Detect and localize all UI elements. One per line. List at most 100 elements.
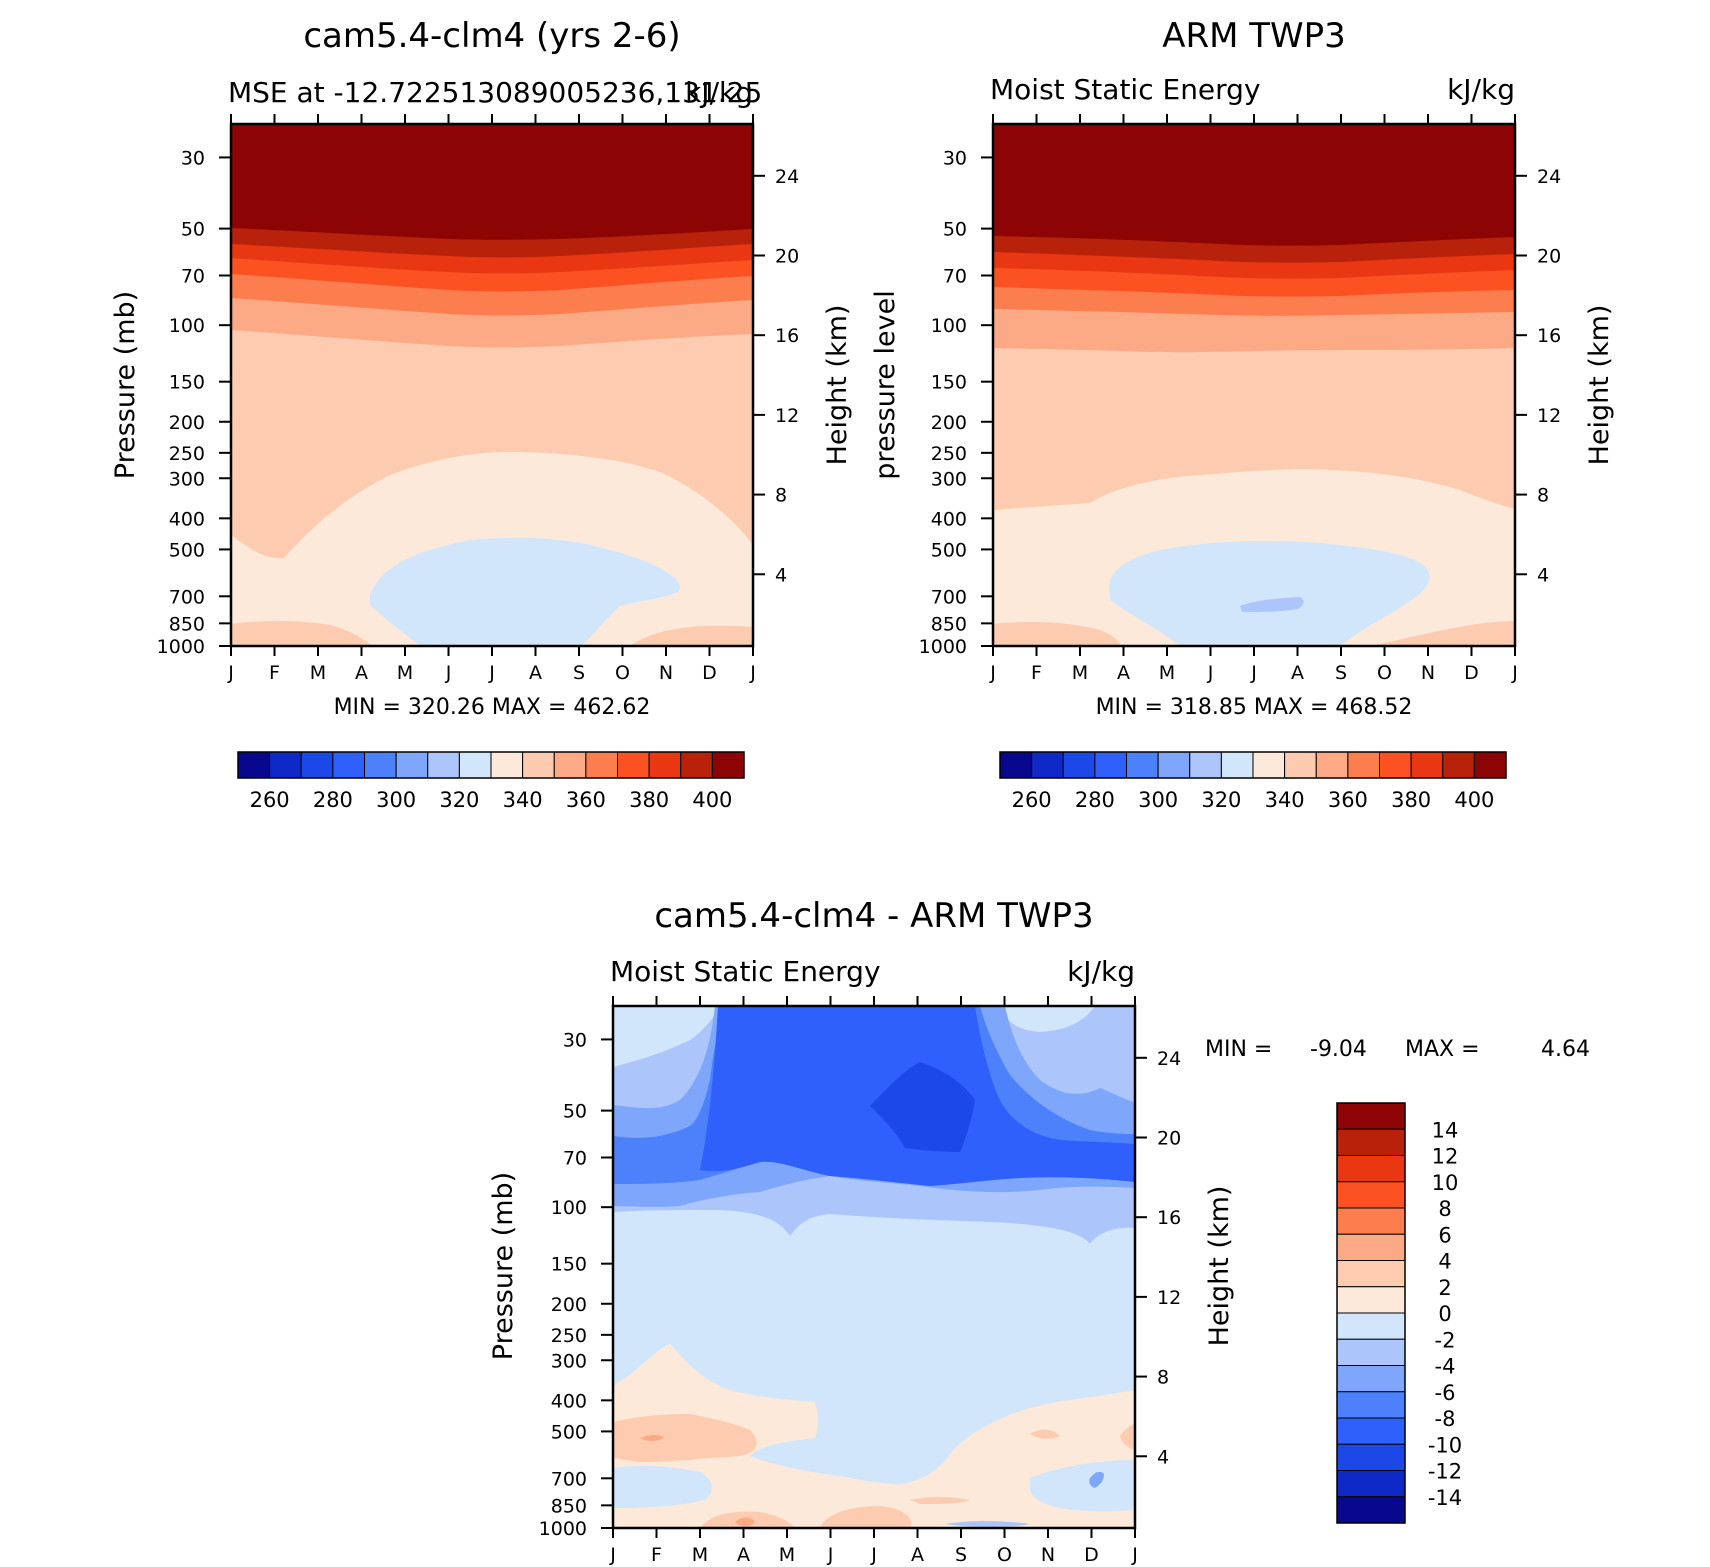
x-tick-label: M [779,1544,795,1566]
y-tick-label: 1000 [919,636,967,658]
y-tick-label: 700 [931,586,967,608]
colorbar-label: -14 [1428,1486,1462,1510]
colorbar-h: 260 280 300 320 340 360 380 400 [999,751,1507,812]
field-band [993,124,1515,246]
x-tick-label: F [651,1544,662,1566]
right-tick-label: 8 [1537,485,1549,507]
y-tick-label: 250 [551,1325,587,1347]
colorbar-label: 320 [439,788,479,812]
x-tick-label: J [1250,662,1257,684]
y-tick-label: 150 [551,1254,587,1276]
field-band [945,1521,1030,1527]
y-tick-label: 700 [169,586,205,608]
y-tick-label: 30 [563,1029,587,1051]
x-tick-label: A [355,662,368,684]
colorbar-label: -6 [1435,1381,1456,1405]
colorbar-label: 320 [1201,788,1241,812]
colorbar-box [1336,1338,1406,1366]
colorbar-box [1336,1102,1406,1130]
colorbar-frame [999,751,1507,779]
right-tick-label: 16 [775,325,799,347]
x-tick-label: F [1031,662,1042,684]
colorbar-box [1126,751,1159,779]
colorbar-label: 280 [313,788,353,812]
right-tick-label: 8 [775,485,787,507]
colorbar-box [1189,751,1222,779]
colorbar-box [680,751,713,779]
y-tick-label: 700 [551,1468,587,1490]
right-tick-label: 12 [1157,1287,1181,1309]
colorbar-box [1336,1181,1406,1209]
y-tick-label: 30 [943,147,967,169]
x-tick-label: J [1511,662,1518,684]
right-tick-label: 12 [775,405,799,427]
x-tick-label: O [997,1544,1012,1566]
colorbar-label: 2 [1438,1276,1451,1300]
y-tick-label: 500 [169,539,205,561]
panel-model: cam5.4-clm4 (yrs 2-6) MSE at -12.7225130… [110,16,853,812]
y-tick-label: 850 [551,1495,587,1517]
colorbar-box [1336,1260,1406,1288]
panel-model-ylabel: Pressure (mb) [110,291,141,479]
colorbar-box [490,751,524,779]
y-tick-label: 850 [169,613,205,635]
x-tick-label: J [989,662,996,684]
colorbar-label: 380 [1391,788,1431,812]
colorbar-box [1031,751,1064,779]
colorbar-label: 6 [1438,1223,1451,1247]
y-tick-label: 1000 [539,1518,587,1540]
panel-diff-stat-max-value: 4.64 [1541,1037,1590,1062]
panel-obs-units: kJ/kg [1447,73,1515,106]
colorbar-box [1315,751,1349,779]
y-tick-label: 250 [931,443,967,465]
colorbar-box [1252,751,1286,779]
right-tick-label: 4 [1537,564,1549,586]
y-tick-label: 500 [551,1421,587,1443]
field-band [370,537,681,646]
colorbar-frame [237,751,745,779]
field-band [640,1435,664,1441]
panel-model-stats: MIN = 320.26 MAX = 462.62 [334,695,651,720]
panel-diff-units: kJ/kg [1067,955,1135,988]
colorbar-box [617,751,650,779]
field-band [231,621,372,646]
right-tick-label: 24 [1537,166,1561,188]
panel-obs-subtitle: Moist Static Energy [990,73,1261,106]
x-tick-label: M [310,662,326,684]
y-tick-label: 400 [931,508,967,530]
field-band [231,124,753,240]
right-tick-label: 20 [1537,245,1561,267]
field-band [993,622,1120,646]
colorbar-box [427,751,460,779]
right-tick-label: 16 [1157,1207,1181,1229]
y-tick-label: 400 [169,508,205,530]
colorbar-label: 0 [1438,1302,1451,1326]
colorbar-box [1473,751,1507,779]
field-band [735,1517,755,1527]
x-tick-label: J [1131,1544,1138,1566]
field-band [1109,540,1430,646]
panel-diff-stat-max-label: MAX = [1405,1037,1480,1062]
colorbar-box [1347,751,1380,779]
y-tick-label: 1000 [157,636,205,658]
colorbar-box [1336,1155,1406,1183]
colorbar-label: 4 [1438,1250,1451,1274]
colorbar-label: 260 [1012,788,1052,812]
colorbar-label: -4 [1435,1355,1456,1379]
panel-obs-right-label: Height (km) [1584,305,1615,466]
field-band [613,1465,712,1508]
y-tick-label: 70 [943,265,967,287]
field-band [910,1497,970,1504]
x-tick-label: M [397,662,413,684]
right-tick-label: 8 [1157,1367,1169,1389]
field-band [1030,1460,1135,1512]
colorbar-label: -10 [1428,1433,1462,1457]
y-tick-label: 150 [931,372,967,394]
right-tick-label: 20 [1157,1127,1181,1149]
